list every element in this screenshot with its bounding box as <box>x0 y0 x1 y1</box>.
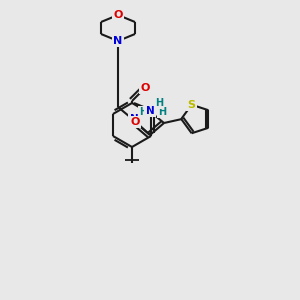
Text: O: O <box>130 117 140 127</box>
Text: H: H <box>155 98 163 108</box>
Text: N: N <box>146 106 154 116</box>
Text: H: H <box>158 107 166 117</box>
Text: H: H <box>139 107 147 117</box>
Text: N: N <box>130 114 138 124</box>
Text: O: O <box>113 10 123 20</box>
Text: S: S <box>188 100 196 110</box>
Text: O: O <box>140 83 150 93</box>
Text: N: N <box>113 36 123 46</box>
